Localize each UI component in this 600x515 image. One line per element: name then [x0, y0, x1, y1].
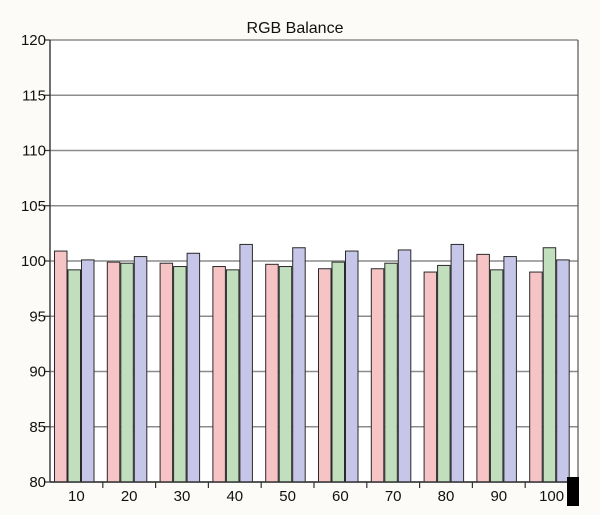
bar	[476, 253, 490, 483]
x-tick-label: 60	[332, 488, 349, 505]
y-tick-label: 110	[22, 143, 46, 160]
chart-title: RGB Balance	[247, 20, 344, 37]
bar	[106, 261, 121, 483]
y-tick-label: 120	[21, 32, 46, 49]
x-tick-label: 90	[490, 488, 507, 505]
axes	[44, 39, 579, 488]
bar	[370, 268, 385, 483]
bar	[173, 266, 187, 483]
x-tick-label: 50	[279, 488, 296, 505]
x-tick-label: 80	[438, 488, 455, 505]
y-tick-label: 95	[29, 308, 46, 325]
y-tick-label: 80	[29, 474, 46, 491]
y-tick-label: 90	[29, 364, 46, 381]
bar	[212, 266, 226, 483]
corner-marker	[567, 477, 579, 506]
bar	[529, 271, 543, 483]
bar	[292, 247, 306, 483]
bar	[67, 269, 81, 483]
bar	[542, 247, 557, 483]
bar	[133, 256, 148, 483]
bar	[278, 266, 293, 483]
x-tick-label: 10	[68, 488, 85, 505]
bar	[54, 250, 68, 483]
bar	[450, 243, 465, 483]
x-tick-label: 40	[226, 488, 243, 505]
bar	[265, 263, 279, 483]
y-tick-label: 105	[21, 198, 46, 215]
y-tick-label: 115	[22, 87, 46, 104]
bars	[54, 243, 570, 483]
bar	[239, 243, 253, 483]
y-tick-label: 100	[21, 253, 46, 270]
x-tick-label: 70	[385, 488, 402, 505]
bar	[423, 271, 438, 483]
bar	[81, 259, 95, 483]
bar	[159, 262, 174, 483]
bar	[186, 252, 201, 483]
bar	[225, 269, 240, 483]
bar	[437, 264, 451, 483]
bar	[120, 262, 134, 483]
x-tick-label: 100	[539, 488, 564, 505]
bar	[331, 261, 345, 483]
bar	[384, 262, 398, 483]
bar	[503, 256, 517, 483]
y-tick-label: 85	[29, 419, 46, 436]
bar	[397, 249, 412, 483]
bar	[556, 259, 570, 483]
bar	[489, 269, 504, 483]
bar	[345, 250, 359, 483]
x-tick-label: 20	[121, 488, 138, 505]
tick-labels: 120 115 110 105 100 95 90 85 80 10 20 30 40 50 60 70 80 9…	[21, 32, 564, 505]
bar	[318, 268, 332, 483]
x-tick-label: 30	[174, 488, 191, 505]
